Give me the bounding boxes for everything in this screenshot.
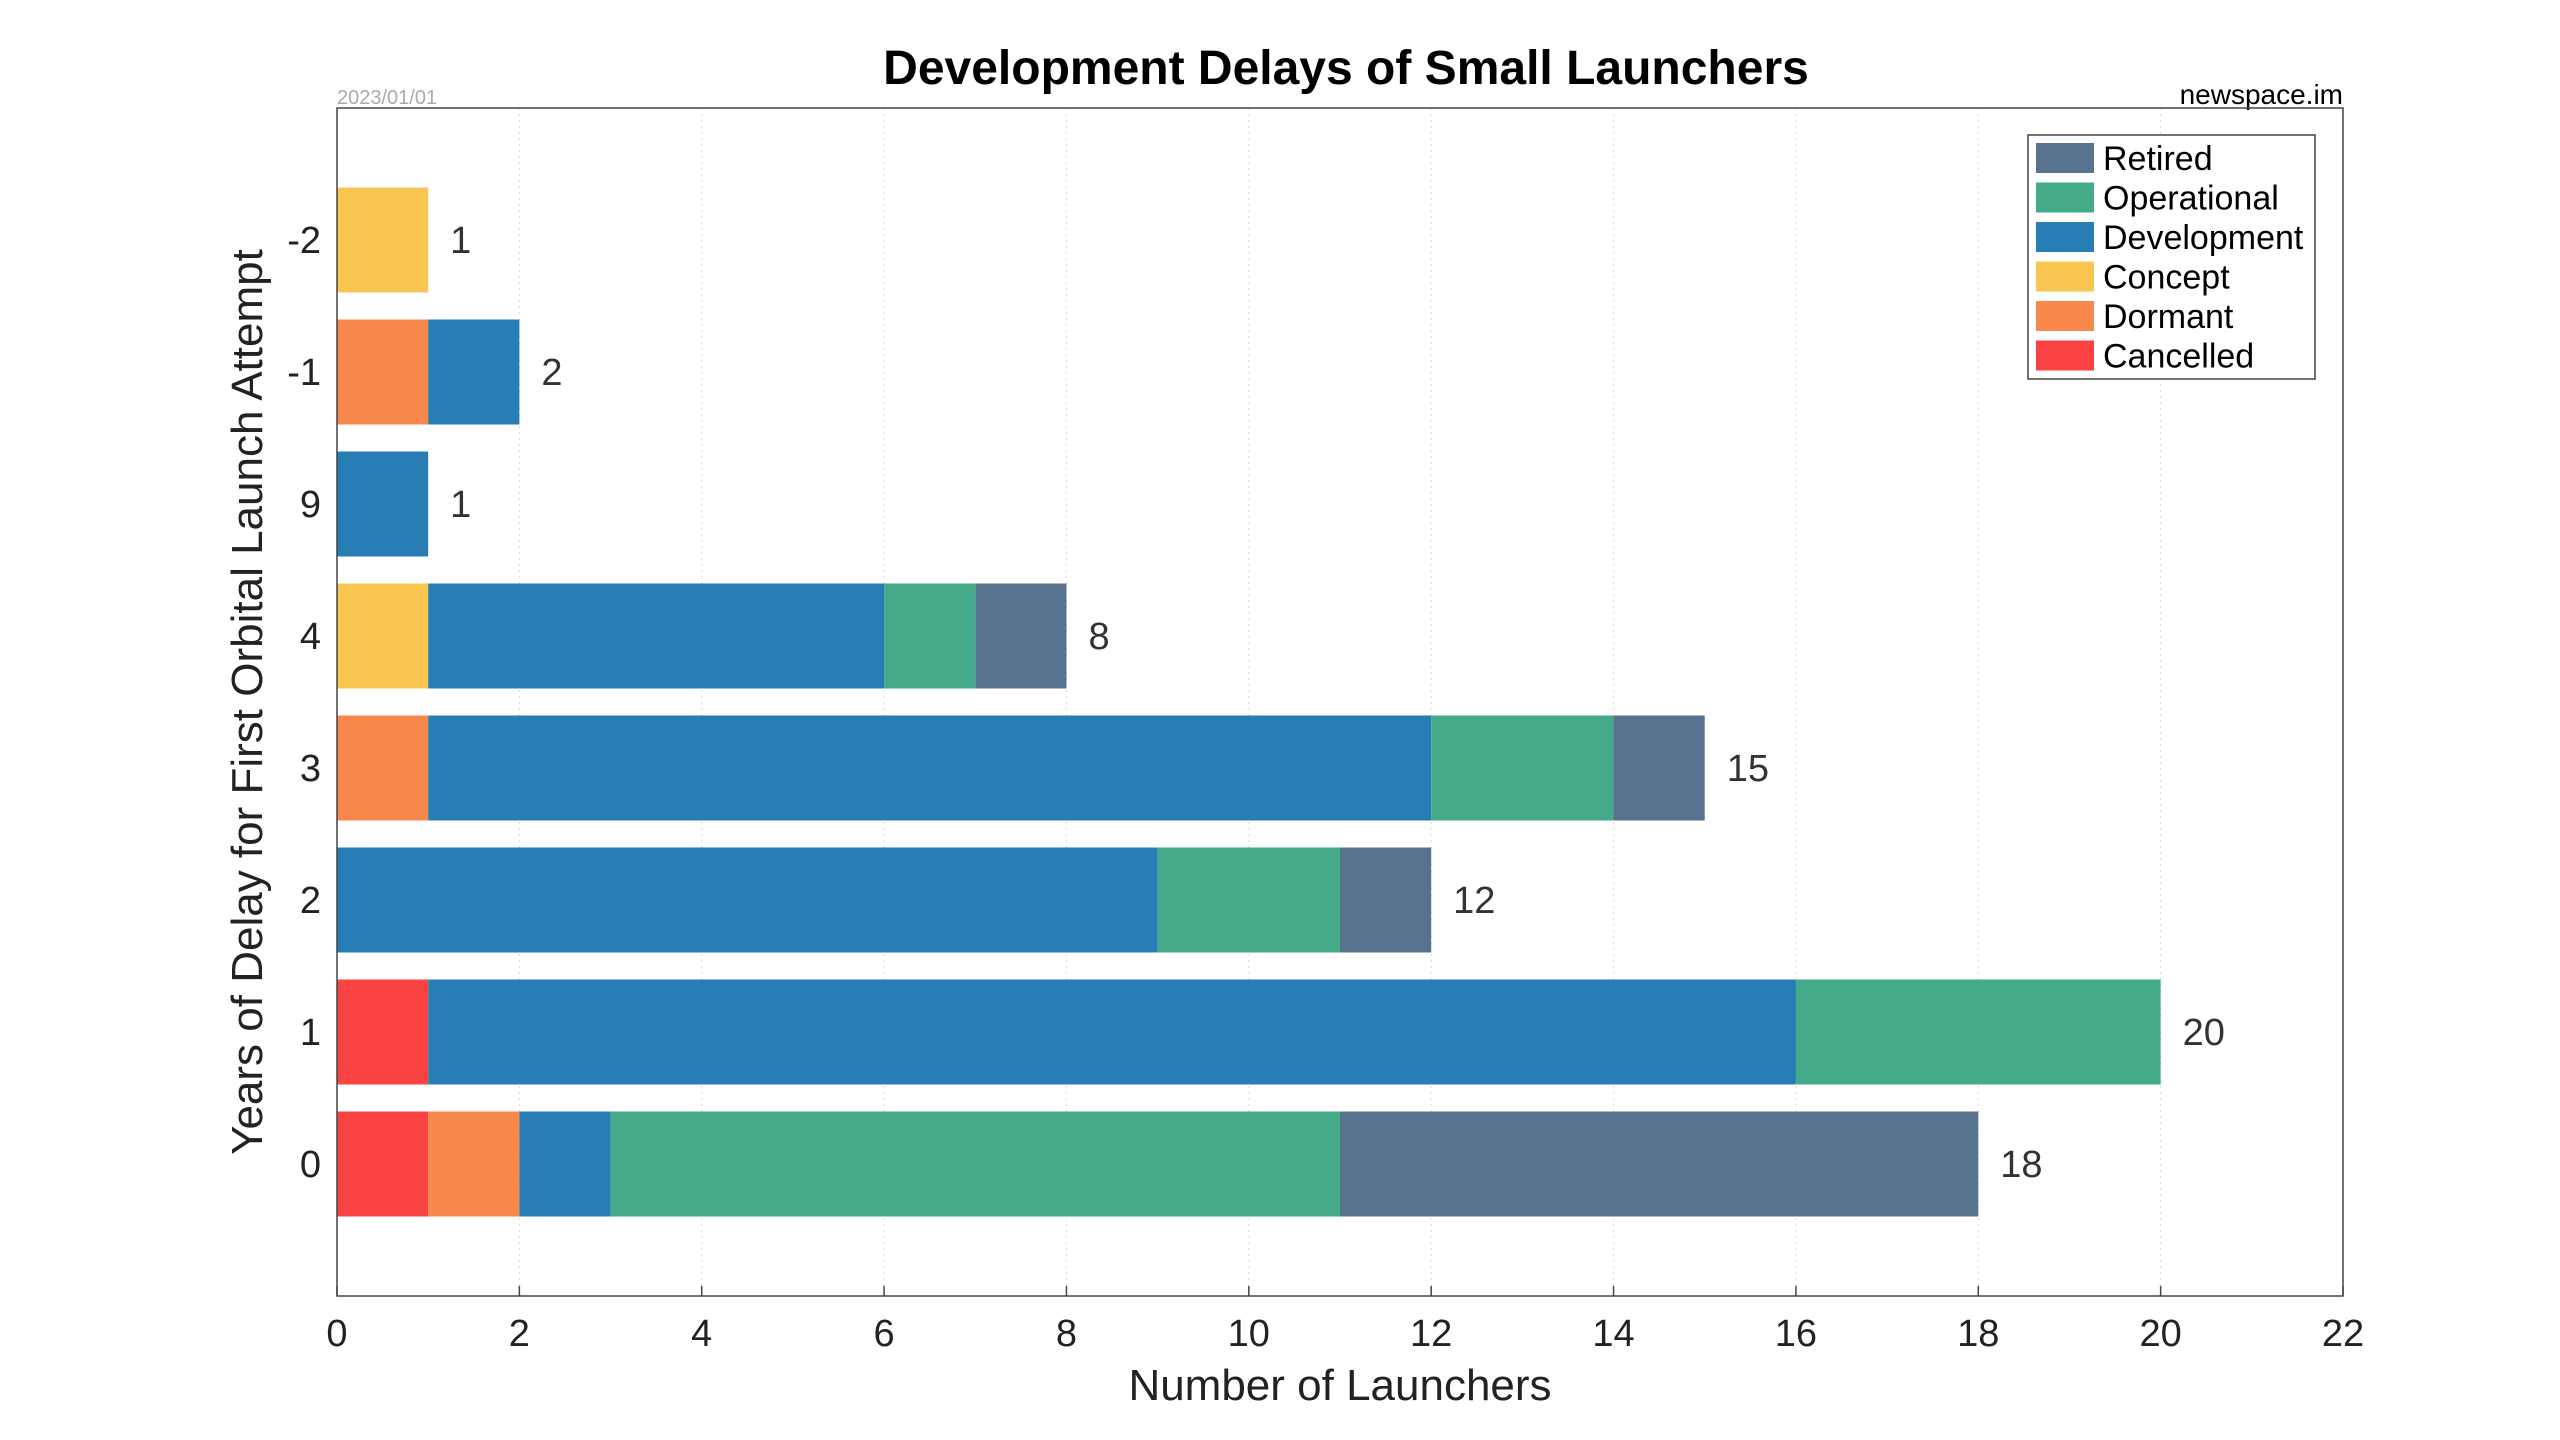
- bar-segment-concept: [337, 583, 429, 689]
- bar-segment-development: [337, 451, 429, 557]
- x-tick-label: 4: [691, 1313, 712, 1355]
- bar-segment-concept: [337, 187, 429, 293]
- legend-items: RetiredOperationalDevelopmentConceptDorm…: [2036, 140, 2304, 376]
- bar-segment-development: [519, 1111, 611, 1217]
- legend-label-development: Development: [2103, 219, 2304, 257]
- x-tick-label: 16: [1775, 1313, 1817, 1355]
- legend-label-concept: Concept: [2103, 259, 2230, 297]
- x-tick-label: 2: [509, 1313, 530, 1355]
- bar-total-label: 15: [1727, 748, 1769, 790]
- legend-label-dormant: Dormant: [2103, 298, 2234, 336]
- y-tick-label: -1: [287, 352, 321, 394]
- bar-total-label: 2: [541, 352, 562, 394]
- y-ticks: -2 -1 9 4 3 2 1 0: [287, 220, 321, 1186]
- bar-segment-dormant: [337, 319, 429, 425]
- chart-title: Development Delays of Small Launchers: [883, 42, 1809, 95]
- x-ticks: 0 2 4 6 8 10 12 14 16 18 20 22: [326, 1286, 2364, 1355]
- bar-segment-dormant: [428, 1111, 520, 1217]
- legend-box: [2027, 134, 2316, 380]
- legend-swatch-retired: [2036, 143, 2094, 173]
- legend-label-retired: Retired: [2103, 140, 2213, 178]
- y-tick-label: 9: [300, 484, 321, 526]
- y-tick-label: 2: [300, 880, 321, 922]
- x-tick-label: 10: [1228, 1313, 1270, 1355]
- bar-segment-operational: [1431, 715, 1614, 821]
- legend-swatch-concept: [2036, 261, 2094, 292]
- legend-label-operational: Operational: [2103, 180, 2279, 218]
- grid: [518, 108, 2162, 1296]
- bar-segment-development: [337, 847, 1158, 953]
- legend: RetiredOperationalDevelopmentConceptDorm…: [2027, 134, 2316, 380]
- x-tick-label: 8: [1056, 1313, 1077, 1355]
- bar-segment-operational: [884, 583, 976, 689]
- legend-swatch-dormant: [2036, 301, 2094, 331]
- source-label: newspace.im: [2180, 79, 2343, 110]
- x-tick-label: 0: [326, 1313, 347, 1355]
- x-tick-label: 20: [2139, 1313, 2181, 1355]
- x-tick-label: 6: [874, 1313, 895, 1355]
- bar-segment-cancelled: [337, 1111, 429, 1217]
- legend-swatch-operational: [2036, 182, 2094, 213]
- bar-segment-operational: [610, 1111, 1340, 1217]
- y-tick-label: 3: [300, 748, 321, 790]
- bar-segment-retired: [975, 583, 1067, 689]
- y-tick-label: -2: [287, 220, 321, 262]
- x-tick-label: 14: [1592, 1313, 1634, 1355]
- y-axis-label: Years of Delay for First Orbital Launch …: [223, 249, 272, 1155]
- bar-total-label: 1: [450, 484, 471, 526]
- bar-total-label: 1: [450, 220, 471, 262]
- bar-segment-cancelled: [337, 979, 429, 1085]
- plot-frame: [336, 107, 2344, 1297]
- bars: [337, 187, 2161, 1217]
- bar-segment-operational: [1795, 979, 2161, 1085]
- bar-segment-operational: [1157, 847, 1340, 953]
- y-tick-label: 1: [300, 1012, 321, 1054]
- bar-total-label: 20: [2183, 1012, 2225, 1054]
- bar-segment-retired: [1340, 847, 1432, 953]
- x-tick-label: 12: [1410, 1313, 1452, 1355]
- bar-segment-development: [428, 319, 520, 425]
- date-label: 2023/01/01: [337, 87, 437, 109]
- legend-swatch-cancelled: [2036, 340, 2094, 371]
- bar-total-label: 18: [2000, 1144, 2042, 1186]
- y-tick-label: 4: [300, 616, 321, 658]
- bar-total-label: 12: [1453, 880, 1495, 922]
- bar-segment-development: [428, 979, 1796, 1085]
- x-axis-label: Number of Launchers: [1128, 1361, 1551, 1410]
- legend-swatch-development: [2036, 222, 2094, 252]
- bar-segment-retired: [1613, 715, 1705, 821]
- bar-segment-development: [428, 715, 1432, 821]
- bar-segment-development: [428, 583, 885, 689]
- bar-total-label: 8: [1088, 616, 1109, 658]
- x-tick-label: 18: [1957, 1313, 1999, 1355]
- legend-label-cancelled: Cancelled: [2103, 338, 2254, 376]
- bar-segment-retired: [1340, 1111, 1979, 1217]
- x-tick-label: 22: [2322, 1313, 2364, 1355]
- y-tick-label: 0: [300, 1144, 321, 1186]
- bar-segment-dormant: [337, 715, 429, 821]
